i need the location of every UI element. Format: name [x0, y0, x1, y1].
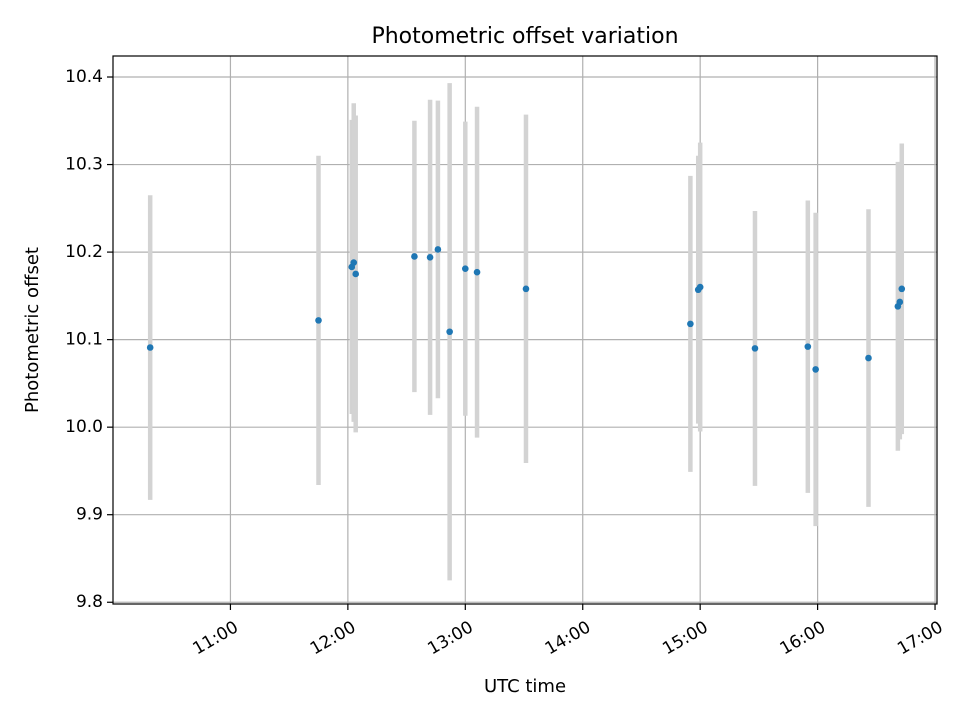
- chart-title: Photometric offset variation: [371, 24, 678, 49]
- data-point: [446, 328, 453, 336]
- x-axis-label: UTC time: [484, 676, 566, 697]
- y-tick-label: 10.1: [65, 330, 103, 350]
- y-tick-label: 9.8: [76, 592, 103, 612]
- data-point: [804, 343, 812, 350]
- data-point: [462, 265, 469, 273]
- data-point: [315, 317, 322, 324]
- plot-frame: [112, 55, 938, 605]
- data-point: [411, 253, 418, 260]
- data-point: [751, 345, 759, 352]
- y-axis-label: Photometric offset: [22, 247, 43, 413]
- data-point: [896, 298, 904, 306]
- data-point: [898, 285, 906, 293]
- data-point: [687, 320, 694, 328]
- data-points: [146, 246, 906, 373]
- data-point: [434, 246, 442, 253]
- y-tick-label: 10.2: [65, 242, 103, 262]
- y-tick-label: 10.3: [65, 155, 103, 175]
- data-point: [426, 254, 434, 261]
- y-tick-label: 10.4: [65, 67, 103, 87]
- y-tick-label: 10.0: [65, 417, 103, 437]
- data-point: [146, 344, 154, 351]
- data-point: [865, 354, 872, 362]
- data-point: [473, 268, 481, 276]
- data-point: [696, 283, 704, 291]
- y-tick-label: 9.9: [76, 505, 103, 525]
- data-point: [350, 259, 358, 266]
- data-point: [812, 366, 819, 373]
- data-point: [352, 270, 359, 278]
- data-point: [522, 285, 530, 293]
